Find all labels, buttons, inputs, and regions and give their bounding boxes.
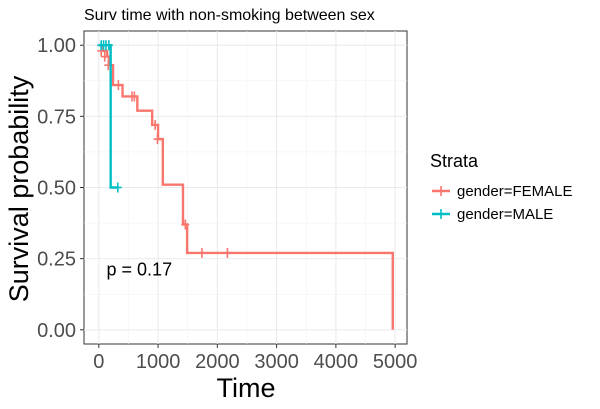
legend-item-gender-male: gender=MALE <box>432 206 553 223</box>
y-tick-label: 1.00 <box>37 35 76 57</box>
censor-mark-gender-female <box>181 219 190 230</box>
legend-label: gender=FEMALE <box>457 183 572 200</box>
y-tick-label: 0.50 <box>37 178 76 200</box>
y-tick-label: 0.25 <box>37 249 76 271</box>
censor-mark-gender-female <box>197 247 206 258</box>
y-tick-label: 0.00 <box>37 320 76 342</box>
x-tick-label: 5000 <box>373 351 418 373</box>
censor-mark-gender-female <box>114 80 123 91</box>
x-tick-label: 4000 <box>314 351 359 373</box>
censor-mark-gender-female <box>223 247 232 258</box>
legend-item-gender-female: gender=FEMALE <box>432 183 572 200</box>
chart-title: Surv time with non-smoking between sex <box>84 7 375 24</box>
tick-layer: 0 1000 2000 3000 4000 5000 0.00 0.25 0.50 0.75 1.0… <box>37 35 417 373</box>
y-tick-label: 0.75 <box>37 106 76 128</box>
censor-mark-gender-female <box>151 119 160 130</box>
censor-mark-gender-male <box>104 40 113 51</box>
series-layer <box>97 40 394 330</box>
censor-mark-gender-female <box>153 134 162 145</box>
legend-label: gender=MALE <box>457 206 553 223</box>
censor-mark-gender-male <box>113 182 122 193</box>
legend: Strata gender=FEMALE gender=MALE <box>430 151 572 223</box>
legend-title: Strata <box>430 151 479 171</box>
p-value-annotation: p = 0.17 <box>107 260 173 280</box>
y-axis-title: Survival probability <box>4 75 34 302</box>
x-tick-label: 2000 <box>195 351 240 373</box>
censor-mark-gender-female <box>130 91 139 102</box>
x-tick-label: 0 <box>93 351 104 373</box>
x-tick-label: 1000 <box>136 351 181 373</box>
x-tick-label: 3000 <box>254 351 299 373</box>
x-axis-title: Time <box>217 373 276 403</box>
grid-layer <box>83 30 408 345</box>
legend-items: gender=FEMALE gender=MALE <box>432 183 572 223</box>
censor-mark-gender-female <box>100 51 109 62</box>
